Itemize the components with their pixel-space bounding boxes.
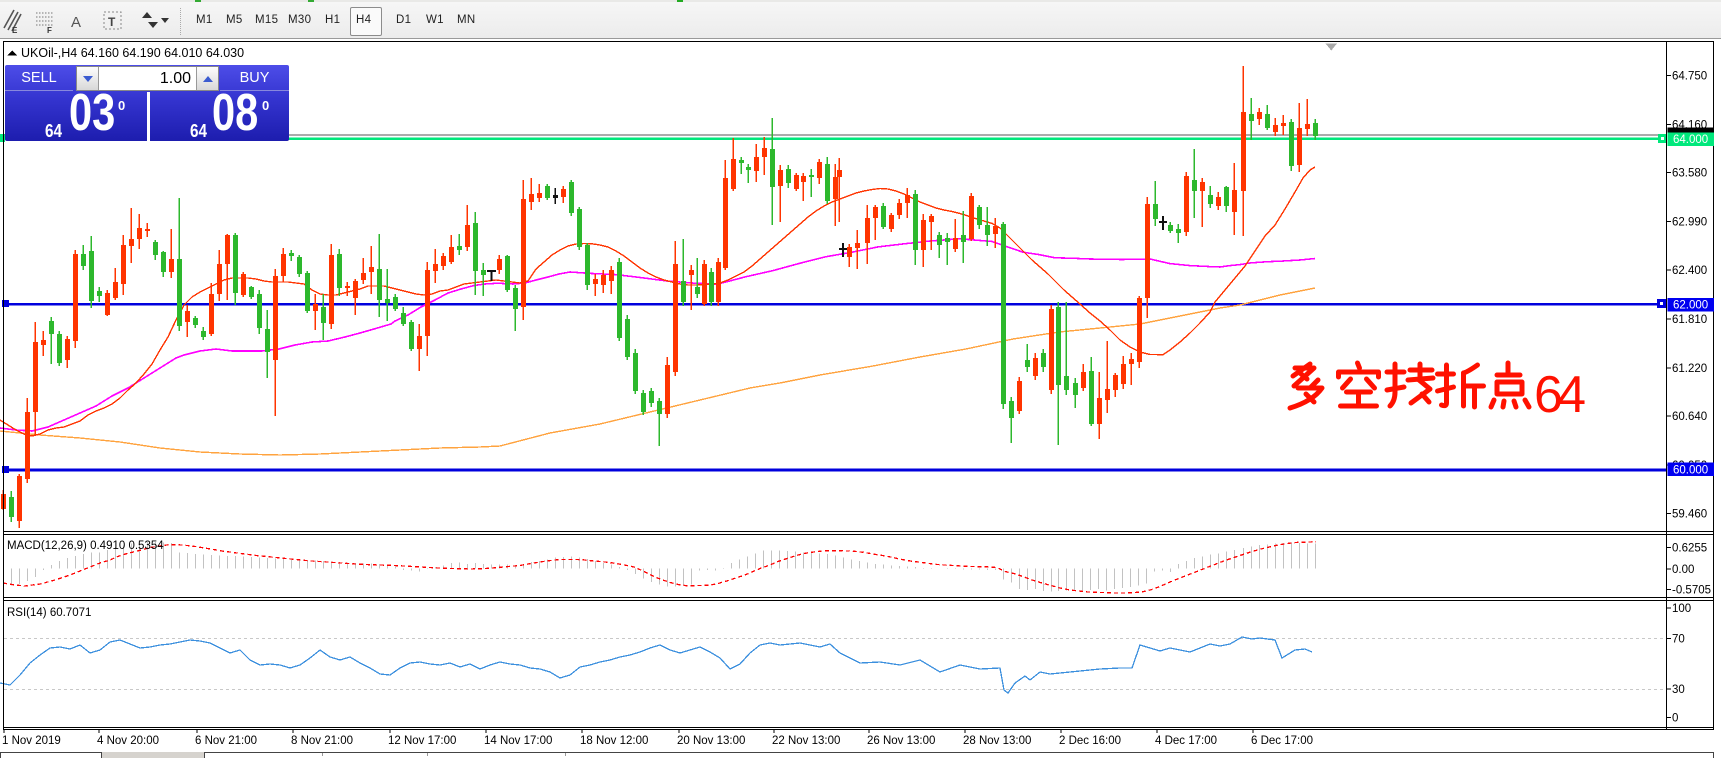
- svg-text:4 Dec 17:00: 4 Dec 17:00: [1155, 735, 1217, 747]
- svg-text:12 Nov 17:00: 12 Nov 17:00: [388, 735, 456, 747]
- svg-text:1 Nov 2019: 1 Nov 2019: [2, 735, 61, 747]
- svg-text:0: 0: [1672, 713, 1678, 725]
- svg-text:MACD(12,26,9) 0.4910 0.5354: MACD(12,26,9) 0.4910 0.5354: [7, 540, 164, 552]
- svg-text:2 Dec 16:00: 2 Dec 16:00: [1059, 735, 1121, 747]
- svg-text:28 Nov 13:00: 28 Nov 13:00: [963, 735, 1031, 747]
- svg-text:64.000: 64.000: [1673, 134, 1708, 146]
- svg-text:62.400: 62.400: [1672, 265, 1707, 277]
- svg-text:60.000: 60.000: [1673, 464, 1708, 476]
- svg-text:59.460: 59.460: [1672, 509, 1707, 521]
- svg-text:64: 64: [1534, 366, 1586, 424]
- svg-text:14 Nov 17:00: 14 Nov 17:00: [484, 735, 552, 747]
- svg-text:20 Nov 13:00: 20 Nov 13:00: [677, 735, 745, 747]
- svg-text:A: A: [71, 14, 81, 31]
- svg-text:70: 70: [1672, 634, 1685, 646]
- svg-text:UKOil-,H4 64.160 64.190 64.01: UKOil-,H4 64.160 64.190 64.010 64.030: [21, 46, 244, 60]
- svg-text:61.810: 61.810: [1672, 314, 1707, 326]
- svg-text:100: 100: [1672, 603, 1691, 615]
- svg-text:30: 30: [1672, 684, 1685, 696]
- svg-text:6 Nov 21:00: 6 Nov 21:00: [195, 735, 257, 747]
- svg-text:0.6255: 0.6255: [1672, 542, 1707, 554]
- svg-text:64.750: 64.750: [1672, 71, 1707, 83]
- svg-text:60.640: 60.640: [1672, 411, 1707, 423]
- svg-text:T: T: [108, 15, 116, 29]
- svg-text:61.220: 61.220: [1672, 363, 1707, 375]
- svg-text:62.990: 62.990: [1672, 216, 1707, 228]
- svg-text:26 Nov 13:00: 26 Nov 13:00: [867, 735, 935, 747]
- svg-text:6 Dec 17:00: 6 Dec 17:00: [1251, 735, 1313, 747]
- svg-text:RSI(14) 60.7071: RSI(14) 60.7071: [7, 607, 91, 619]
- svg-text:22 Nov 13:00: 22 Nov 13:00: [772, 735, 840, 747]
- svg-text:4 Nov 20:00: 4 Nov 20:00: [97, 735, 159, 747]
- svg-text:18 Nov 12:00: 18 Nov 12:00: [580, 735, 648, 747]
- svg-text:-0.5705: -0.5705: [1672, 585, 1711, 597]
- svg-text:63.580: 63.580: [1672, 168, 1707, 180]
- svg-text:E: E: [12, 26, 18, 35]
- svg-text:0.00: 0.00: [1672, 564, 1694, 576]
- svg-text:8 Nov 21:00: 8 Nov 21:00: [291, 735, 353, 747]
- svg-text:62.000: 62.000: [1673, 300, 1708, 312]
- svg-text:F: F: [47, 26, 52, 35]
